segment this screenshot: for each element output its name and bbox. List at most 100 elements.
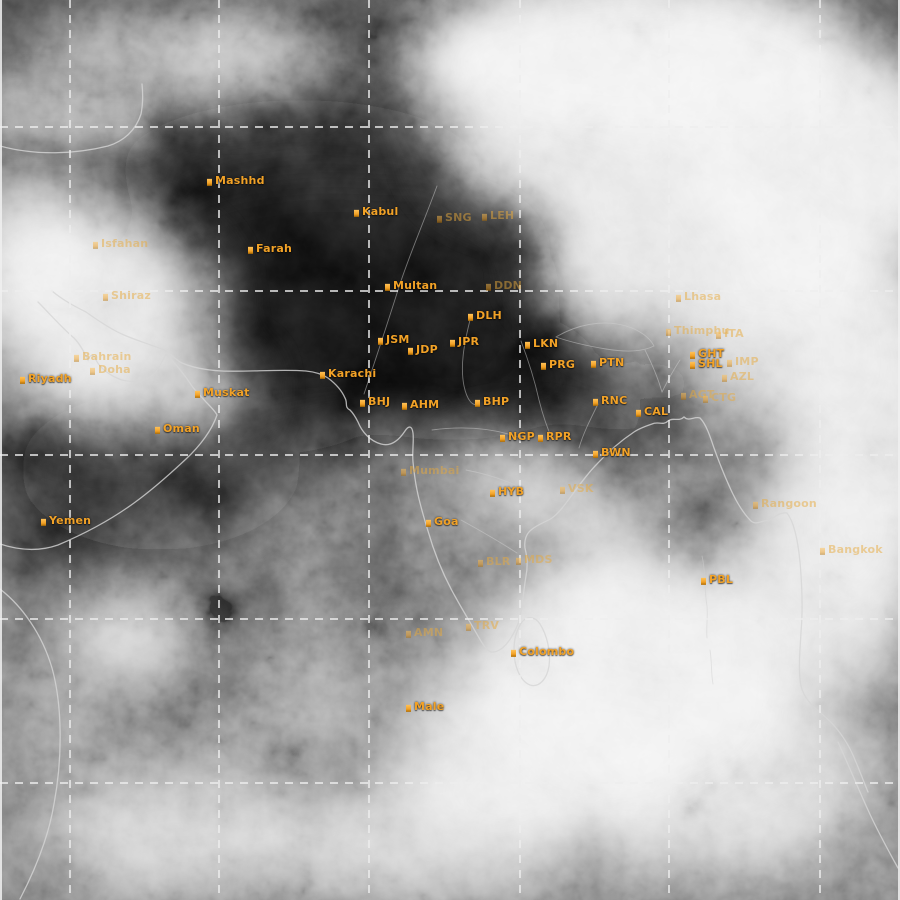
city-label-amn: AMN <box>406 626 443 639</box>
city-label-text: Muskat <box>203 385 250 399</box>
city-label-oman: Oman <box>155 422 200 435</box>
city-marker-icon <box>516 557 521 565</box>
city-marker-icon <box>525 341 530 349</box>
city-label-bwn: BWN <box>593 446 631 459</box>
city-label-text: Doha <box>98 362 131 376</box>
city-label-text: Kabul <box>362 204 399 218</box>
city-marker-icon <box>466 623 471 631</box>
city-marker-icon <box>478 559 483 567</box>
city-label-ght: GHT <box>690 347 724 360</box>
city-label-text: Riyadh <box>28 371 72 385</box>
city-marker-icon <box>468 313 473 321</box>
city-label-ngp: NGP <box>500 430 535 443</box>
city-marker-icon <box>437 215 442 223</box>
city-label-text: Multan <box>393 278 438 292</box>
city-label-text: GHT <box>698 346 725 360</box>
city-label-farah: Farah <box>248 242 292 255</box>
city-label-text: AHM <box>410 397 440 411</box>
city-label-lhasa: Lhasa <box>676 290 721 303</box>
city-label-jdp: JDP <box>408 343 438 356</box>
city-label-male: Male <box>406 700 444 713</box>
city-label-imp: IMP <box>727 355 759 368</box>
city-label-text: Shiraz <box>111 288 151 302</box>
city-label-shiraz: Shiraz <box>103 289 151 302</box>
city-marker-icon <box>690 351 695 359</box>
city-label-prg: PRG <box>541 358 575 371</box>
city-label-ctg: CTG <box>703 391 736 404</box>
city-label-text: Goa <box>434 514 459 528</box>
city-label-text: PTN <box>599 355 625 369</box>
city-marker-icon <box>475 399 480 407</box>
city-marker-icon <box>450 339 455 347</box>
city-label-text: LKN <box>533 336 559 350</box>
city-label-text: DDN <box>494 278 523 292</box>
city-label-jsm: JSM <box>378 333 410 346</box>
coastline-overlay <box>0 83 899 900</box>
city-label-text: MDS <box>524 552 553 566</box>
city-label-text: PBL <box>709 572 734 586</box>
city-marker-icon <box>701 577 706 585</box>
city-marker-icon <box>195 390 200 398</box>
city-marker-icon <box>41 518 46 526</box>
city-label-text: ITA <box>724 326 744 340</box>
city-label-yemen: Yemen <box>41 514 91 527</box>
city-label-text: LEH <box>490 208 515 222</box>
city-label-hyb: HYB <box>490 485 524 498</box>
city-marker-icon <box>320 371 325 379</box>
city-label-azl: AZL <box>722 370 754 383</box>
city-label-text: TRV <box>474 618 500 632</box>
city-marker-icon <box>541 362 546 370</box>
city-marker-icon <box>716 331 721 339</box>
city-label-text: Rangoon <box>761 496 817 510</box>
city-label-text: Lhasa <box>684 289 722 303</box>
city-label-text: JDP <box>416 342 438 356</box>
city-label-rpr: RPR <box>538 430 572 443</box>
city-label-leh: LEH <box>482 209 514 222</box>
city-marker-icon <box>591 360 596 368</box>
city-label-mds: MDS <box>516 553 553 566</box>
city-label-text: AMN <box>414 625 444 639</box>
city-label-text: VSK <box>568 481 594 495</box>
city-label-text: JPR <box>458 334 480 348</box>
city-marker-icon <box>753 501 758 509</box>
city-label-text: HYB <box>498 484 525 498</box>
city-marker-icon <box>666 328 671 336</box>
city-label-text: Oman <box>163 421 200 435</box>
city-label-bahrain: Bahrain <box>74 350 132 363</box>
city-label-ddn: DDN <box>486 279 522 292</box>
city-label-ahm: AHM <box>402 398 439 411</box>
city-label-ita: ITA <box>716 327 744 340</box>
city-label-text: RPR <box>546 429 572 443</box>
city-label-bangkok: Bangkok <box>820 543 883 556</box>
city-label-text: BLR <box>486 554 511 568</box>
city-label-text: Bangkok <box>828 542 883 556</box>
city-marker-icon <box>402 402 407 410</box>
city-label-shl: SHL <box>690 357 723 370</box>
city-label-text: IMP <box>735 354 759 368</box>
city-marker-icon <box>727 359 732 367</box>
city-label-text: Colombo <box>519 644 575 658</box>
city-label-text: BWN <box>601 445 631 459</box>
city-marker-icon <box>74 354 79 362</box>
city-marker-icon <box>103 293 108 301</box>
city-label-isfahan: Isfahan <box>93 237 148 250</box>
city-marker-icon <box>155 426 160 434</box>
city-label-text: Male <box>414 699 445 713</box>
city-label-text: Farah <box>256 241 292 255</box>
city-label-text: AZL <box>730 369 755 383</box>
city-label-kabul: Kabul <box>354 205 398 218</box>
city-label-blr: BLR <box>478 555 510 568</box>
city-marker-icon <box>406 630 411 638</box>
city-label-text: CTG <box>711 390 737 404</box>
city-label-vsk: VSK <box>560 482 594 495</box>
city-marker-icon <box>248 246 253 254</box>
city-label-text: Karachi <box>328 366 377 380</box>
city-marker-icon <box>360 399 365 407</box>
city-label-text: SNG <box>445 210 472 224</box>
city-marker-icon <box>500 434 505 442</box>
city-label-karachi: Karachi <box>320 367 376 380</box>
city-marker-icon <box>676 294 681 302</box>
city-marker-icon <box>408 347 413 355</box>
city-marker-icon <box>690 361 695 369</box>
